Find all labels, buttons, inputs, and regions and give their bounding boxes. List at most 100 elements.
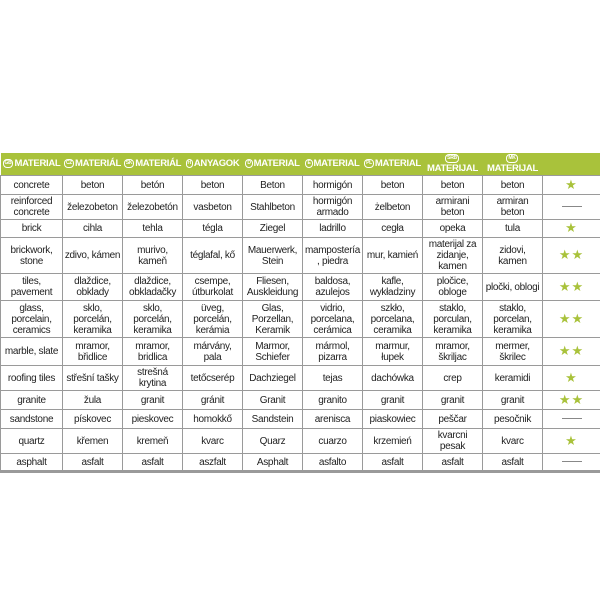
- table-cell: betón: [122, 175, 183, 196]
- table-cell: železobeton: [62, 194, 123, 221]
- country-badge: CZ: [63, 159, 75, 168]
- country-badge: SRB: [445, 154, 459, 163]
- star-icon: ★★: [558, 247, 585, 263]
- table-cell: cuarzo: [302, 428, 363, 455]
- header-row: GB MATERIAL CZ MATERIÁL SK MATERIÁL H ANYAGOK D M…: [0, 153, 600, 176]
- table-cell: armiran beton: [482, 194, 543, 221]
- table-cell: tula: [482, 219, 543, 239]
- table-row: roofing tiles střešní tašky strešná krytin…: [0, 365, 600, 392]
- country-badge: MK: [506, 154, 518, 163]
- star-icon: ★★: [558, 278, 585, 294]
- table-cell: Fliesen, Auskleidung: [242, 273, 303, 302]
- table-cell: kvarc: [482, 428, 543, 455]
- table-cell: tehla: [122, 219, 183, 239]
- table-cell: ladrillo: [302, 219, 363, 239]
- table-body: concrete beton betón beton Beton hormigón beto…: [0, 175, 600, 473]
- star-icon: ★★: [558, 343, 585, 359]
- table-cell: hormigón: [302, 175, 363, 196]
- table-cell: Granit: [242, 390, 303, 411]
- column-header: H ANYAGOK: [182, 153, 243, 176]
- country-badge: H: [185, 159, 193, 168]
- header-label: ANYAGOK: [193, 158, 240, 170]
- table-cell: granit: [482, 390, 543, 411]
- table-cell: sklo, porcelán, keramika: [62, 300, 123, 339]
- table-cell: żelbeton: [362, 194, 423, 221]
- table-cell: granit: [422, 390, 483, 411]
- table-cell: keramidi: [482, 365, 543, 392]
- table-cell: vasbeton: [182, 194, 243, 221]
- dash-icon: [561, 206, 582, 208]
- table-row: brickwork, stone zdivo, kámen murivo, kame…: [0, 237, 600, 275]
- star-icon: ★: [565, 369, 578, 385]
- table-cell: granit: [122, 390, 183, 411]
- column-header: SK MATERIÁL: [122, 153, 183, 176]
- table-cell: sklo, porcelán, keramika: [122, 300, 183, 339]
- star-icon: ★★: [558, 391, 585, 407]
- table-cell: pesočnik: [482, 409, 543, 430]
- table-cell: quartz: [0, 428, 63, 455]
- table-cell: murivo, kameň: [122, 237, 183, 275]
- rating-cell: [542, 194, 600, 221]
- table-cell: beton: [482, 175, 543, 196]
- rating-cell: [542, 453, 600, 473]
- rating-cell: ★: [542, 428, 600, 455]
- table-cell: brickwork, stone: [0, 237, 63, 275]
- table-cell: železobetón: [122, 194, 183, 221]
- header-label: MATERIJAL: [487, 163, 538, 175]
- table-cell: Stahlbeton: [242, 194, 303, 221]
- table-cell: tégla: [182, 219, 243, 239]
- table-cell: peščar: [422, 409, 483, 430]
- table-cell: szkło, porcelana, ceramika: [362, 300, 423, 339]
- material-translation-table: GB MATERIAL CZ MATERIÁL SK MATERIÁL H ANYAGOK D M…: [0, 153, 600, 474]
- dash-icon: [561, 461, 582, 463]
- table-cell: strešná krytina: [122, 365, 183, 392]
- table-cell: pločki, oblogi: [482, 273, 543, 302]
- star-icon: ★: [565, 220, 578, 236]
- table-row: asphalt asfalt asfalt aszfalt Asphalt asfalto…: [0, 453, 600, 473]
- column-header: MKMATERIJAL: [482, 153, 543, 176]
- table-cell: dlaždice, obklady: [62, 273, 123, 302]
- star-icon: ★★: [558, 310, 585, 326]
- table-cell: homokkő: [182, 409, 243, 430]
- table-cell: armirani beton: [422, 194, 483, 221]
- table-cell: granit: [362, 390, 423, 411]
- table-cell: zidovi, kamen: [482, 237, 543, 275]
- table-cell: cihla: [62, 219, 123, 239]
- table-cell: csempe, útburkolat: [182, 273, 243, 302]
- table-cell: glass, porcelain, ceramics: [0, 300, 63, 339]
- table-cell: beton: [182, 175, 243, 196]
- header-label: MATERIÁL: [75, 158, 122, 170]
- table-cell: beton: [362, 175, 423, 196]
- table-cell: tejas: [302, 365, 363, 392]
- table-cell: Beton: [242, 175, 303, 196]
- table-cell: aszfalt: [182, 453, 243, 473]
- table-cell: pískovec: [62, 409, 123, 430]
- table-cell: marble, slate: [0, 337, 63, 367]
- table-cell: tetőcserép: [182, 365, 243, 392]
- table-row: concrete beton betón beton Beton hormigón beto…: [0, 175, 600, 196]
- table-cell: materijal za zidanje, kamen: [422, 237, 483, 275]
- table-cell: Mauerwerk, Stein: [242, 237, 303, 275]
- country-badge: E: [305, 159, 313, 168]
- table-cell: Quarz: [242, 428, 303, 455]
- table-cell: asfalt: [482, 453, 543, 473]
- rating-cell: ★★: [542, 273, 600, 302]
- table-cell: reinforced concrete: [0, 194, 63, 221]
- table-cell: dlaždice, obkladačky: [122, 273, 183, 302]
- table-cell: žula: [62, 390, 123, 411]
- table-cell: staklo, porculan, keramika: [422, 300, 483, 339]
- rating-cell: ★★: [542, 300, 600, 339]
- table-cell: sandstone: [0, 409, 63, 430]
- country-badge: PL: [364, 159, 374, 168]
- table-cell: střešní tašky: [62, 365, 123, 392]
- table-cell: Glas, Porzellan, Keramik: [242, 300, 303, 339]
- star-icon: ★: [565, 176, 578, 192]
- table-cell: baldosa, azulejos: [302, 273, 363, 302]
- table-row: quartz křemen kremeň kvarc Quarz cuarzo krzemi…: [0, 428, 600, 455]
- table-cell: granite: [0, 390, 63, 411]
- star-icon: ★: [565, 432, 578, 448]
- table-cell: Asphalt: [242, 453, 303, 473]
- column-header: PL MATERIAL: [362, 153, 423, 176]
- rating-cell: ★: [542, 175, 600, 196]
- table-cell: hormigón armado: [302, 194, 363, 221]
